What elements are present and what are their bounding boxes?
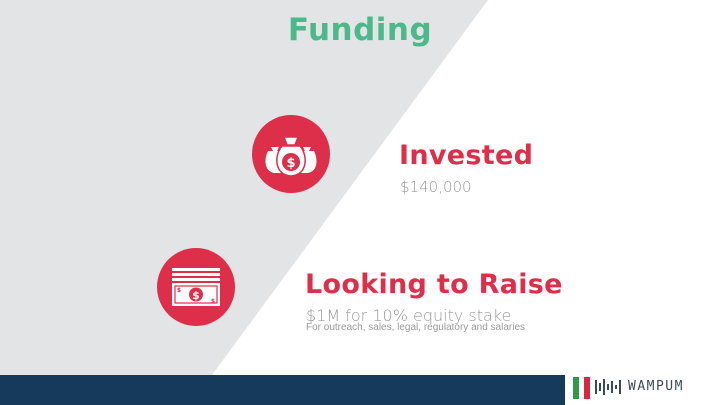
svg-text:$: $ xyxy=(177,287,181,294)
raise-icon-circle: $ $ $ xyxy=(157,248,235,326)
footer-navy-band xyxy=(0,375,565,405)
raise-amount: $1M for 10% equity stake xyxy=(306,306,512,325)
footer-bar xyxy=(0,375,720,405)
gray-diagonal-panel xyxy=(0,0,488,375)
raise-purpose: For outreach, sales, legal, regulatory a… xyxy=(306,322,526,333)
flag-icon xyxy=(573,377,591,399)
slide-title: Funding xyxy=(287,12,433,48)
svg-text:$: $ xyxy=(211,298,215,305)
wampum-logo-icon xyxy=(595,379,621,395)
invested-heading: Invested xyxy=(399,140,534,171)
raise-heading: Looking to Raise xyxy=(305,269,563,300)
brand-name: WAMPUM xyxy=(628,379,684,394)
invested-icon-circle: $ xyxy=(252,115,330,193)
invested-amount: $140,000 xyxy=(400,178,472,196)
cash-stack-icon: $ $ $ xyxy=(172,268,220,306)
footer-logo-area xyxy=(565,375,720,405)
money-bags-icon: $ xyxy=(265,136,317,177)
svg-text:$: $ xyxy=(286,156,295,171)
svg-text:$: $ xyxy=(192,289,200,302)
